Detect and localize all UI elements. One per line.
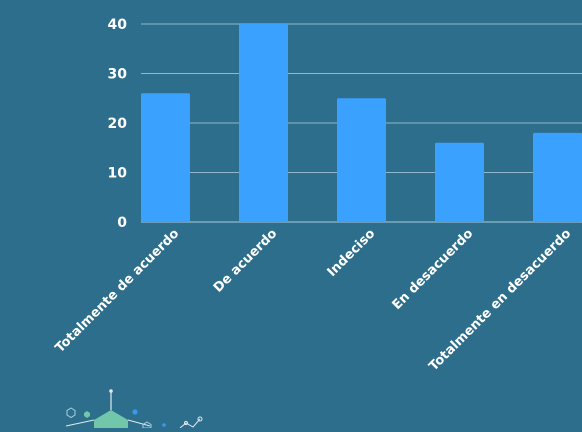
bar xyxy=(533,132,582,222)
x-axis-ticks: Totalmente de acuerdo De acuerdo Indeciso E… xyxy=(53,226,575,374)
bars xyxy=(141,24,582,222)
y-tick-label: 30 xyxy=(108,67,128,83)
x-tick-label: Indeciso xyxy=(325,226,379,280)
bar xyxy=(239,24,288,222)
y-tick-label: 40 xyxy=(108,17,128,33)
x-tick-label: En desacuerdo xyxy=(390,226,477,313)
molecule-network-icon xyxy=(65,389,203,429)
bar xyxy=(435,142,484,222)
bar xyxy=(337,98,386,222)
bar xyxy=(141,93,190,222)
x-tick-label: Totalmente de acuerdo xyxy=(53,226,183,356)
y-tick-label: 20 xyxy=(108,116,128,132)
y-axis-ticks: 0 10 20 30 40 xyxy=(108,17,128,231)
y-tick-label: 10 xyxy=(108,166,128,182)
x-tick-label: De acuerdo xyxy=(211,226,281,296)
y-tick-label: 0 xyxy=(117,215,127,231)
